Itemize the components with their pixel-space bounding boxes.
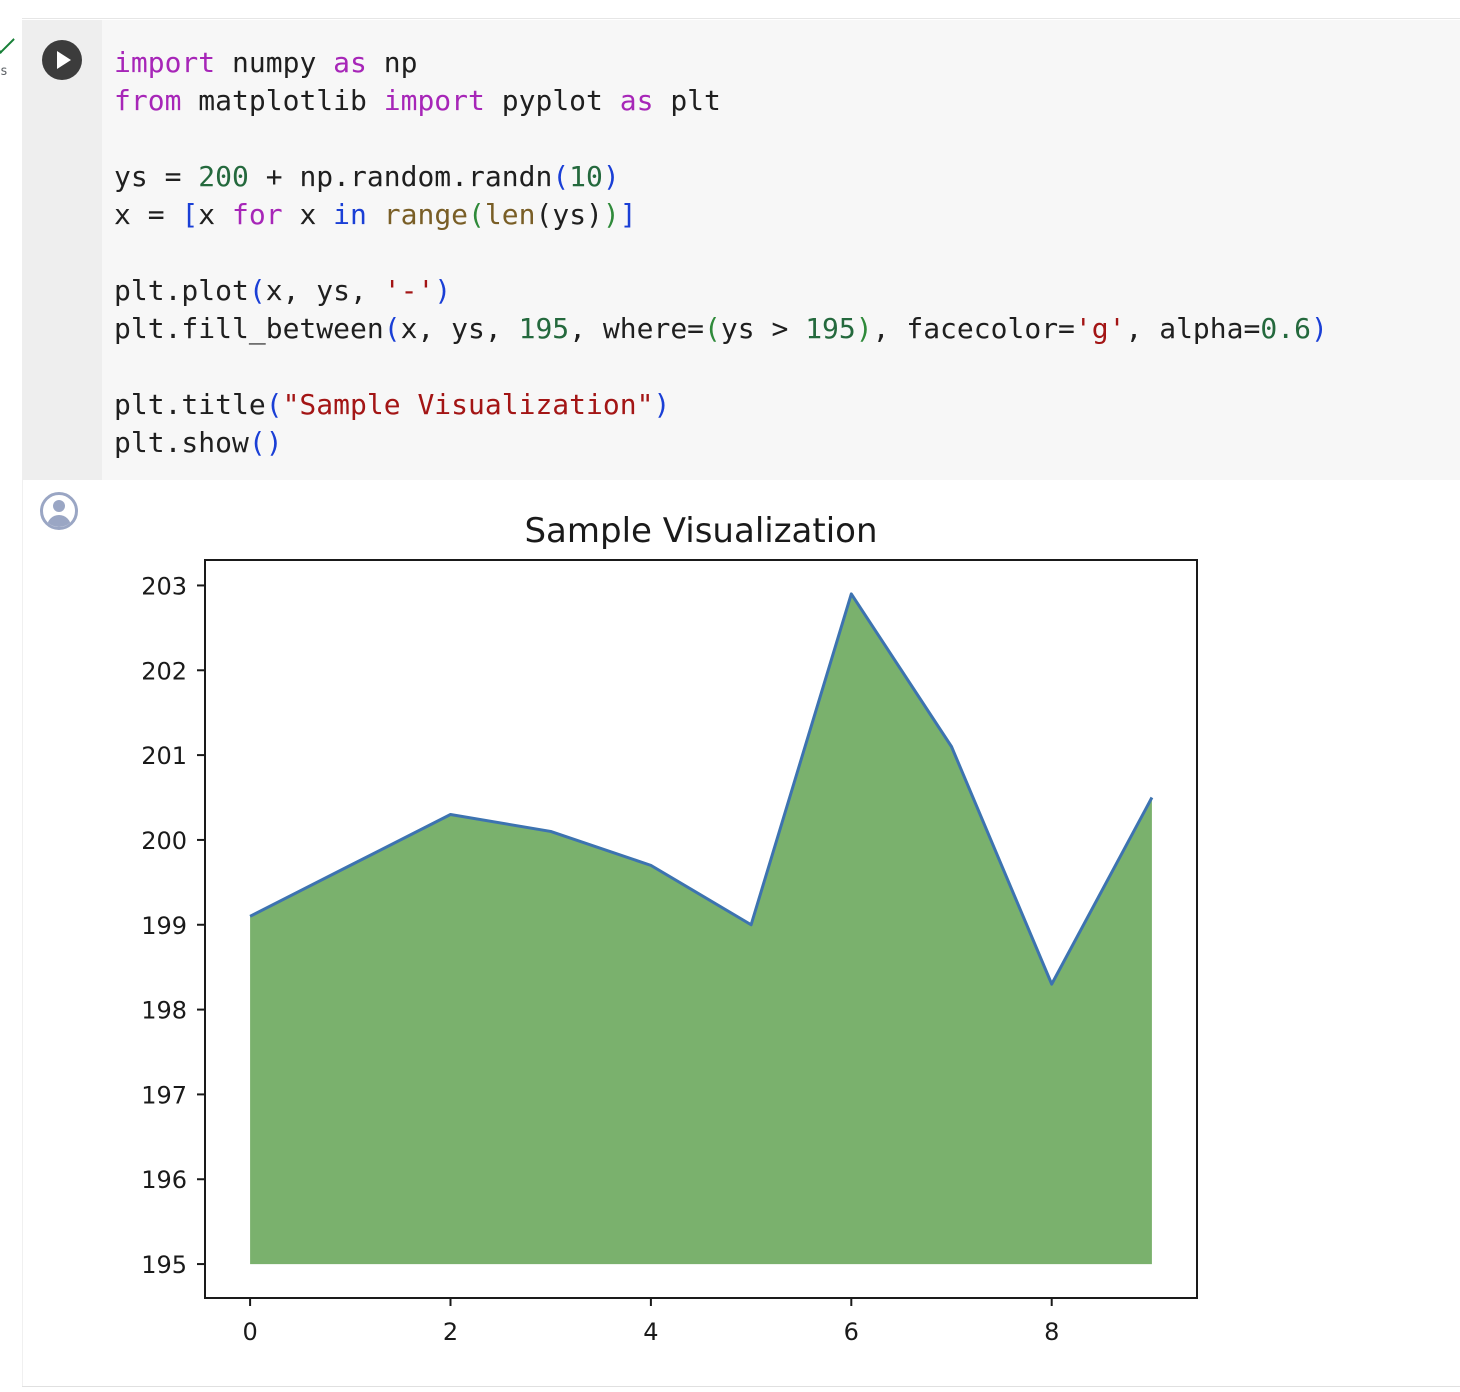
code-line: from matplotlib import pyplot as plt (114, 82, 1328, 120)
code-token: as (619, 84, 654, 117)
code-token: '-' (383, 274, 435, 307)
code-token: ( (704, 312, 721, 345)
code-token: len (484, 198, 536, 231)
x-tick-label: 6 (844, 1318, 859, 1346)
code-editor[interactable]: import numpy as np from matplotlib import… (114, 44, 1328, 462)
code-line: import numpy as np (114, 44, 1328, 82)
code-token: (ys) (535, 198, 603, 231)
code-token: import (114, 46, 216, 79)
execution-success-check-icon (0, 30, 15, 54)
code-token: ( (248, 274, 266, 307)
code-token: ( (552, 160, 570, 193)
code-token: 'g' (1074, 312, 1126, 345)
y-tick-label: 196 (141, 1166, 187, 1194)
code-token: , where= (569, 312, 705, 345)
code-token: x, ys, (265, 274, 384, 307)
code-line (114, 234, 1328, 272)
plot-figure: 0 2 4 6 8 195 196 197 198 199 200 201 202 203 Sample V… (141, 511, 1198, 1346)
code-token: matplotlib (181, 84, 384, 117)
code-token: numpy (215, 46, 334, 79)
code-token: import (383, 84, 485, 117)
code-token: ] (619, 198, 637, 231)
code-cell[interactable]: import numpy as np from matplotlib import… (22, 20, 1460, 480)
x-tick-label: 8 (1044, 1318, 1059, 1346)
code-token: pyplot (484, 84, 620, 117)
code-token: ( (265, 388, 283, 421)
output-avatar-icon (40, 492, 78, 530)
execution-time: s (0, 64, 8, 79)
code-token: ys > (720, 312, 806, 345)
chart-title: Sample Visualization (524, 511, 877, 551)
x-tick-label: 0 (242, 1318, 257, 1346)
code-token: x (198, 198, 233, 231)
code-line: ys = 200 + np.random.randn(10) (114, 158, 1328, 196)
top-divider (22, 18, 1460, 19)
code-token: ) (602, 198, 620, 231)
code-token: + np.random.randn (248, 160, 553, 193)
code-line: plt.plot(x, ys, '-') (114, 272, 1328, 310)
y-tick-label: 197 (141, 1081, 187, 1109)
code-token: , facecolor= (872, 312, 1075, 345)
code-token: for (232, 198, 283, 231)
code-token: ) (855, 312, 873, 345)
run-cell-button[interactable] (42, 40, 82, 80)
fill-area (250, 593, 1152, 1265)
code-token: from (114, 84, 182, 117)
code-token: ( (468, 198, 485, 231)
code-token: , alpha= (1125, 312, 1261, 345)
code-token: 195 (805, 312, 856, 345)
code-token: ) (1310, 312, 1328, 345)
code-line: plt.show() (114, 424, 1328, 462)
code-line (114, 120, 1328, 158)
code-line (114, 348, 1328, 386)
code-token: x, ys, (400, 312, 519, 345)
code-line: plt.fill_between(x, ys, 195, where=(ys >… (114, 310, 1328, 348)
code-token: ) (602, 160, 620, 193)
code-token: plt.plot (114, 274, 249, 307)
y-tick-label: 198 (141, 997, 187, 1025)
x-tick-label: 2 (443, 1318, 458, 1346)
y-tick-label: 199 (141, 912, 187, 940)
code-line: plt.title("Sample Visualization") (114, 386, 1328, 424)
code-token: x (282, 198, 334, 231)
code-token: in (333, 198, 367, 231)
y-tick-label: 195 (141, 1251, 187, 1279)
y-tick-label: 202 (141, 657, 187, 685)
code-token: plt.show (114, 426, 249, 459)
code-token (367, 198, 384, 231)
code-token: ) (434, 274, 452, 307)
code-token: 10 (569, 160, 603, 193)
code-token: () (248, 426, 283, 459)
code-token: x = (114, 198, 182, 231)
code-token: range (383, 198, 469, 231)
series-line (249, 592, 1154, 986)
y-tick-label: 201 (141, 742, 187, 770)
output-divider (22, 480, 23, 1386)
code-token: np (366, 46, 418, 79)
code-token: 195 (518, 312, 570, 345)
y-tick-label: 203 (141, 572, 187, 600)
cell-gutter (22, 20, 102, 480)
code-token: "Sample Visualization" (282, 388, 654, 421)
code-token: plt.fill_between (114, 312, 384, 345)
axes-frame (204, 559, 1198, 1299)
x-tick-label: 4 (643, 1318, 658, 1346)
code-token: [ (181, 198, 199, 231)
code-token: ) (653, 388, 671, 421)
code-line: x = [x for x in range(len(ys))] (114, 196, 1328, 234)
code-token: ys = (114, 160, 199, 193)
code-token: as (333, 46, 367, 79)
code-token: plt.title (114, 388, 266, 421)
code-token: 0.6 (1260, 312, 1311, 345)
y-tick-label: 200 (141, 827, 187, 855)
code-token: ( (383, 312, 401, 345)
code-token: plt (653, 84, 721, 117)
code-token: 200 (198, 160, 249, 193)
